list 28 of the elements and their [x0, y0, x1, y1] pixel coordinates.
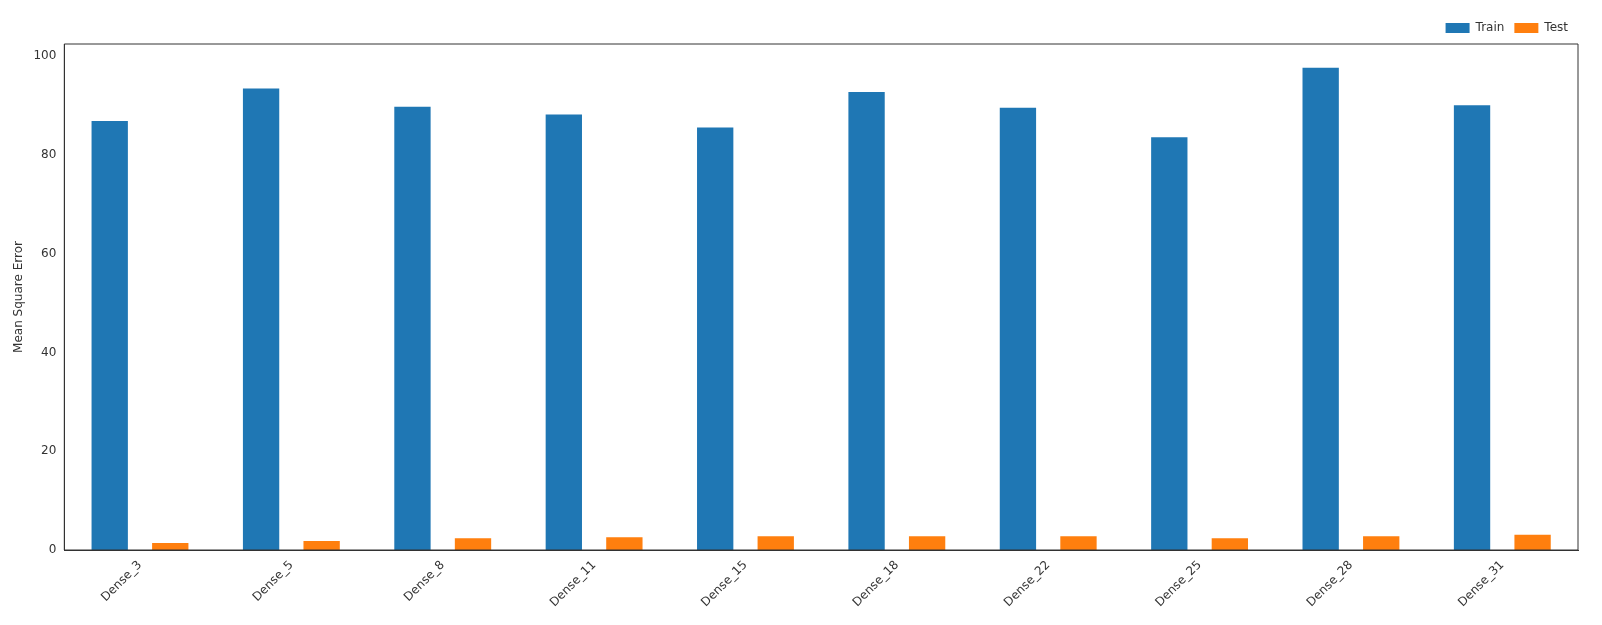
bar: [1363, 536, 1400, 550]
y-axis-title: Mean Square Error: [11, 241, 26, 353]
bar: [1453, 105, 1491, 550]
bar: [848, 91, 885, 550]
bar: [697, 127, 734, 550]
bar: [908, 536, 946, 550]
bar: [1211, 538, 1249, 550]
bar: [1514, 534, 1551, 550]
y-tick-label: 0: [48, 542, 57, 557]
bar: [242, 88, 280, 550]
y-tick-label: 80: [41, 147, 57, 162]
y-tick-label: 20: [41, 443, 57, 458]
bar: [91, 121, 128, 550]
bar: [757, 536, 794, 550]
y-tick-label: 100: [33, 48, 57, 63]
legend-label: Train: [1474, 20, 1505, 35]
bar: [454, 538, 492, 550]
bar: [1302, 67, 1339, 550]
bar: [606, 537, 643, 550]
bar: [303, 541, 340, 550]
bar: [1151, 137, 1188, 550]
y-tick-label: 60: [41, 245, 57, 260]
bar: [1060, 536, 1097, 550]
legend-label: Test: [1543, 20, 1569, 35]
bar: [545, 114, 582, 550]
bar: [999, 107, 1037, 550]
y-tick-label: 40: [41, 344, 57, 359]
bar: [394, 106, 431, 550]
